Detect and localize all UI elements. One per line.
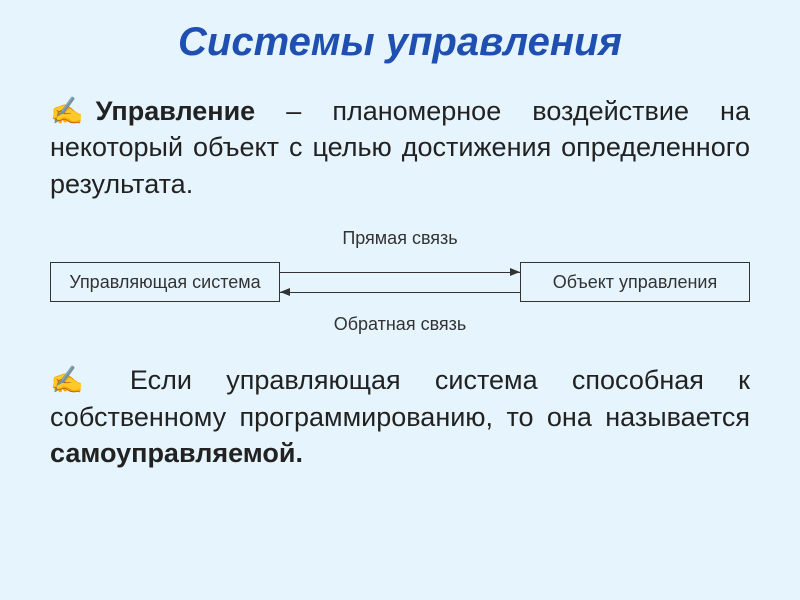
forward-arrow-line: [280, 272, 520, 273]
forward-link-label: Прямая связь: [280, 228, 520, 249]
hand-icon: ✍: [50, 93, 84, 129]
self-managing-term: самоуправляемой.: [50, 438, 303, 468]
slide-title: Системы управления: [50, 20, 750, 65]
feedback-link-label: Обратная связь: [280, 314, 520, 335]
self-managing-paragraph: ✍ Если управляющая система способная к с…: [50, 362, 750, 471]
control-object-label: Объект управления: [553, 272, 717, 293]
definition-paragraph: ✍Управление – планомерное воздействие на…: [50, 93, 750, 202]
feedback-arrow-head-icon: [280, 288, 290, 296]
controlling-system-label: Управляющая система: [69, 272, 260, 293]
controlling-system-box: Управляющая система: [50, 262, 280, 302]
control-system-diagram: Прямая связь Управляющая система Объект …: [50, 212, 750, 352]
control-object-box: Объект управления: [520, 262, 750, 302]
self-managing-text: Если управляющая система способная к соб…: [50, 365, 750, 431]
forward-arrow-head-icon: [510, 268, 520, 276]
feedback-arrow-line: [280, 292, 520, 293]
definition-term: Управление: [96, 96, 256, 126]
slide: Системы управления ✍Управление – планоме…: [0, 0, 800, 600]
hand-icon: ✍: [50, 362, 84, 398]
